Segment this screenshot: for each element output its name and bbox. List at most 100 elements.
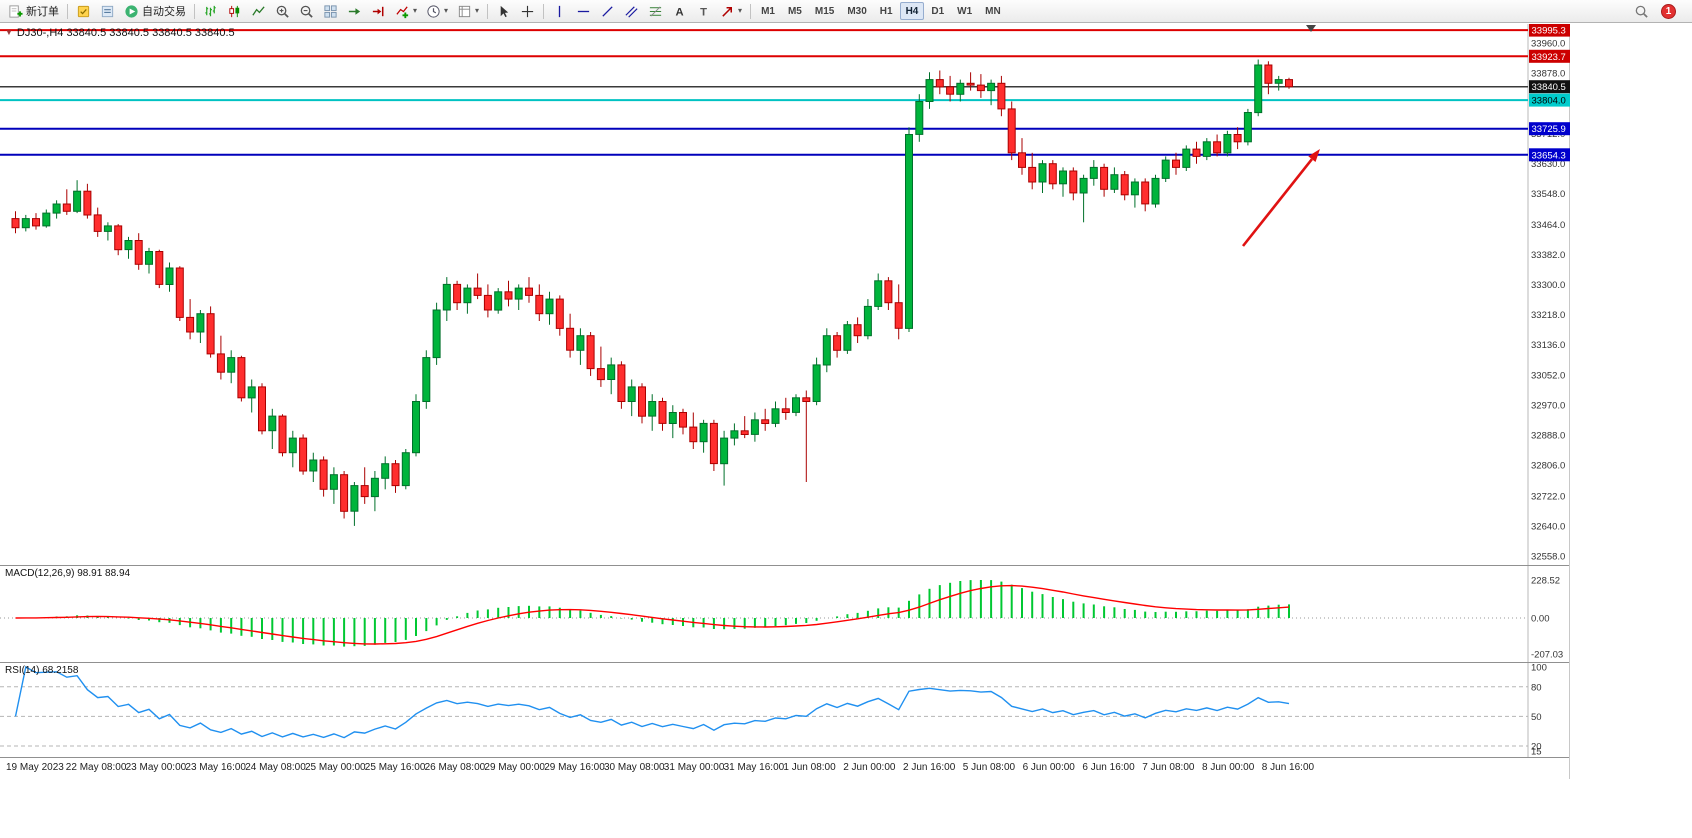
timeframe-d1-button[interactable]: D1 — [925, 2, 950, 20]
time-label: 5 Jun 08:00 — [962, 762, 1016, 773]
time-label: 2 Jun 16:00 — [903, 762, 956, 773]
svg-text:33995.3: 33995.3 — [1532, 26, 1566, 37]
autotrading-button[interactable]: 自动交易 — [120, 1, 190, 21]
toolbar-separator — [67, 3, 68, 19]
rsi-panel: 100 80 50 20 15 RSI(14) 68.2158 — [0, 662, 1569, 757]
equidistant-channel-button[interactable] — [620, 1, 643, 21]
svg-text:33548.0: 33548.0 — [1531, 189, 1565, 200]
bar-chart-icon — [205, 5, 216, 16]
svg-text:33725.9: 33725.9 — [1532, 124, 1566, 135]
time-label: 23 May 00:00 — [125, 762, 187, 773]
time-label: 7 Jun 08:00 — [1142, 762, 1195, 773]
chart-shift-button[interactable] — [367, 1, 390, 21]
svg-text:33923.7: 33923.7 — [1532, 52, 1566, 63]
zoom-out-button[interactable] — [295, 1, 318, 21]
text-label-icon: T — [700, 6, 707, 18]
options-button[interactable] — [96, 1, 119, 21]
time-label: 26 May 08:00 — [424, 762, 486, 773]
timeframe-mn-button[interactable]: MN — [979, 2, 1007, 20]
fibonacci-icon — [649, 5, 662, 17]
time-label: 29 May 00:00 — [484, 762, 545, 773]
vertical-line-icon — [558, 5, 561, 17]
time-axis[interactable]: 19 May 2023 22 May 08:00 23 May 00:00 23 Ma… — [0, 757, 1569, 779]
svg-text:0.00: 0.00 — [1531, 614, 1550, 625]
time-label: 25 May 16:00 — [364, 762, 426, 773]
timeframe-label: D1 — [931, 5, 945, 17]
tile-windows-button[interactable] — [319, 1, 342, 21]
svg-text:T: T — [700, 6, 707, 18]
text-button[interactable]: A — [668, 1, 691, 21]
toolbar-separator — [750, 3, 752, 19]
timeframe-h4-button[interactable]: H4 — [899, 2, 925, 20]
svg-text:15: 15 — [1531, 747, 1542, 758]
chart-title-bar: ▼ DJ30-,H4 33840.5 33840.5 33840.5 33840… — [5, 27, 235, 39]
zoom-in-button[interactable] — [271, 1, 294, 21]
time-label: 2 Jun 00:00 — [843, 762, 896, 773]
bar-chart-button[interactable] — [199, 1, 222, 21]
auto-scroll-button[interactable] — [343, 1, 366, 21]
macd-panel: 228.52 0.00 -207.03 MACD(12,26,9) 98.91 88… — [0, 565, 1569, 662]
trendline-button[interactable] — [596, 1, 619, 21]
svg-text:228.52: 228.52 — [1531, 576, 1560, 587]
time-label: 1 Jun 08:00 — [783, 762, 836, 773]
metaeditor-icon — [77, 5, 90, 17]
indicators-icon — [396, 5, 409, 18]
new-order-button[interactable]: 新订单 — [4, 1, 63, 21]
time-label: 22 May 08:00 — [65, 762, 127, 773]
equidistant-channel-icon — [625, 5, 638, 18]
autotrading-label: 自动交易 — [142, 6, 186, 18]
metaeditor-button[interactable] — [72, 1, 95, 21]
svg-text:33960.0: 33960.0 — [1531, 39, 1565, 50]
dropdown-arrow-icon: ▾ — [413, 6, 418, 15]
new-order-icon — [9, 4, 23, 18]
zoom-in-icon — [276, 5, 289, 18]
timeframe-m5-button[interactable]: M5 — [782, 2, 808, 20]
toolbar-separator — [487, 3, 489, 19]
candlestick-chart-button[interactable] — [223, 1, 246, 21]
collapse-icon[interactable]: ▼ — [5, 28, 13, 37]
line-chart-button[interactable] — [247, 1, 270, 21]
crosshair-button[interactable] — [516, 1, 539, 21]
macd-indicator[interactable]: 228.52 0.00 -207.03 — [0, 566, 1570, 662]
time-label: 24 May 08:00 — [245, 762, 306, 773]
svg-text:33840.5: 33840.5 — [1532, 82, 1566, 93]
timeframe-h1-button[interactable]: H1 — [874, 2, 899, 20]
auto-scroll-icon — [348, 7, 361, 15]
search-button[interactable] — [1630, 1, 1653, 21]
vertical-line-button[interactable] — [548, 1, 571, 21]
candlestick-chart[interactable]: 33960.033878.033796.033712.033630.033548… — [0, 24, 1570, 565]
svg-text:33300.0: 33300.0 — [1531, 280, 1565, 291]
fibonacci-button[interactable] — [644, 1, 667, 21]
options-icon — [101, 5, 114, 17]
new-order-label: 新订单 — [26, 6, 59, 18]
periods-button[interactable]: ▾ — [422, 1, 452, 21]
templates-button[interactable]: ▾ — [453, 1, 483, 21]
line-chart-icon — [252, 5, 265, 16]
svg-text:32806.0: 32806.0 — [1531, 461, 1565, 472]
timeframe-m1-button[interactable]: M1 — [755, 2, 781, 20]
timeframe-m15-button[interactable]: M15 — [809, 2, 840, 20]
timeframe-label: M15 — [814, 5, 835, 17]
indicators-button[interactable]: ▾ — [391, 1, 421, 21]
time-label: 30 May 08:00 — [604, 762, 665, 773]
time-label: 8 Jun 00:00 — [1202, 762, 1255, 773]
timeframe-w1-button[interactable]: W1 — [951, 2, 978, 20]
svg-text:33218.0: 33218.0 — [1531, 310, 1565, 321]
arrows-button[interactable]: ▾ — [716, 1, 746, 21]
zoom-out-icon — [300, 5, 313, 18]
timeframe-label: M1 — [761, 5, 775, 17]
text-icon: A — [675, 6, 683, 18]
toolbar-right-group: 1 — [1630, 1, 1688, 21]
search-icon — [1635, 5, 1648, 18]
notifications-badge[interactable]: 1 — [1661, 3, 1676, 19]
svg-text:33464.0: 33464.0 — [1531, 220, 1565, 231]
horizontal-line-button[interactable] — [572, 1, 595, 21]
cursor-button[interactable] — [492, 1, 515, 21]
main-chart-panel: 33960.033878.033796.033712.033630.033548… — [0, 24, 1570, 565]
timeframe-m30-button[interactable]: M30 — [841, 2, 872, 20]
trendline-icon — [602, 5, 613, 17]
text-label-button[interactable]: T — [692, 1, 715, 21]
time-label: 8 Jun 16:00 — [1261, 762, 1315, 773]
